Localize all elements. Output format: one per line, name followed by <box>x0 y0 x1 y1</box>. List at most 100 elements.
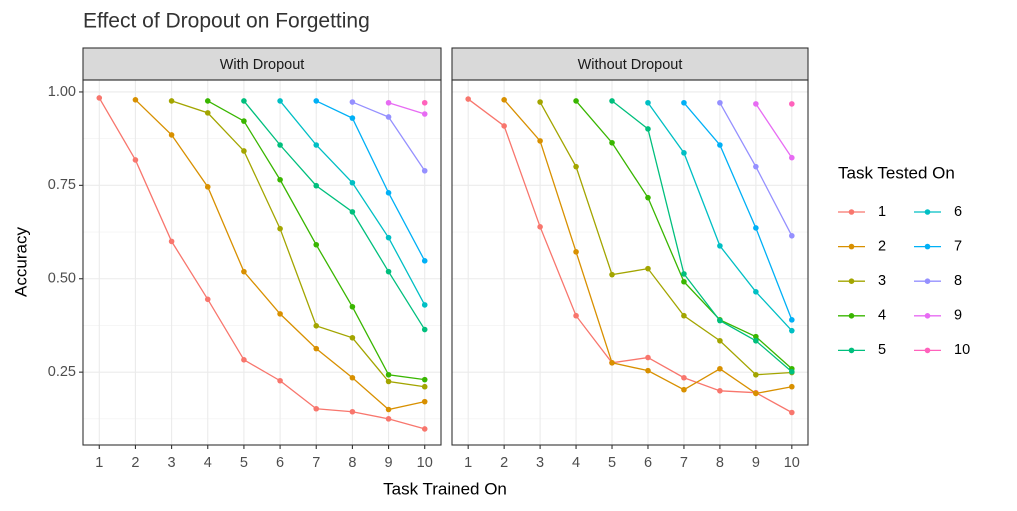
x-tick-label: 10 <box>417 455 433 471</box>
point <box>789 383 795 390</box>
point <box>385 234 392 241</box>
point <box>349 99 356 105</box>
point <box>789 317 795 323</box>
point <box>421 398 428 405</box>
point <box>645 265 651 272</box>
panel-background <box>452 80 808 445</box>
legend-key-point <box>924 209 931 215</box>
point <box>385 406 392 413</box>
point <box>277 225 283 232</box>
point <box>645 354 651 361</box>
point <box>789 368 795 375</box>
chart-title: Effect of Dropout on Forgetting <box>83 10 370 33</box>
x-tick-label: 1 <box>464 455 472 471</box>
point <box>349 209 356 215</box>
point <box>789 154 795 161</box>
point <box>385 99 392 106</box>
point <box>421 383 428 390</box>
x-tick-label: 5 <box>240 455 248 471</box>
point <box>753 371 759 378</box>
point <box>385 190 392 196</box>
x-tick-label: 10 <box>784 455 800 471</box>
x-tick-label: 4 <box>204 455 212 471</box>
x-tick-label: 9 <box>385 455 393 471</box>
facet-title: With Dropout <box>220 57 305 73</box>
point <box>789 232 795 239</box>
point <box>681 150 687 156</box>
point <box>753 101 759 107</box>
legend-key-point <box>924 313 931 319</box>
point <box>313 182 320 189</box>
legend-key-point <box>848 347 855 354</box>
point <box>681 99 687 106</box>
y-tick-label: 0.50 <box>48 271 76 287</box>
series-line <box>755 103 793 159</box>
panel-border <box>451 79 809 446</box>
legend-label: 5 <box>878 342 886 358</box>
point <box>465 96 471 102</box>
point <box>717 388 723 394</box>
legend-label: 4 <box>878 308 886 324</box>
point <box>681 312 687 319</box>
point <box>753 390 759 397</box>
x-tick-label: 8 <box>716 455 724 471</box>
x-tick-label: 2 <box>500 455 508 471</box>
x-tick-label: 8 <box>348 455 356 471</box>
x-tick-label: 3 <box>536 455 544 471</box>
legend-key-point <box>924 243 931 250</box>
point <box>537 224 543 230</box>
x-tick-label: 7 <box>312 455 320 471</box>
point <box>681 374 687 381</box>
x-tick-label: 9 <box>752 455 760 471</box>
facet-strip <box>451 47 809 81</box>
point <box>789 409 795 416</box>
series-line <box>388 102 425 115</box>
point <box>573 249 579 255</box>
point <box>717 337 723 344</box>
legend-title: Task Tested On <box>838 163 955 182</box>
point <box>277 142 283 148</box>
point <box>573 98 579 104</box>
point <box>349 374 356 381</box>
point <box>681 278 687 285</box>
legend-label: 2 <box>878 238 886 254</box>
point <box>168 98 175 104</box>
y-axis-label: Accuracy <box>11 227 30 297</box>
point <box>241 118 247 124</box>
legend-label: 6 <box>954 204 962 220</box>
point <box>753 225 759 231</box>
series-line <box>467 98 793 414</box>
point <box>609 271 615 278</box>
point <box>501 97 507 103</box>
series-line <box>539 101 792 376</box>
panel-border <box>82 79 442 446</box>
point <box>349 408 356 415</box>
point <box>241 268 247 275</box>
point <box>385 378 392 385</box>
point <box>573 312 579 319</box>
x-tick-label: 1 <box>95 455 103 471</box>
point <box>645 367 651 374</box>
point <box>717 243 723 249</box>
point <box>421 167 428 174</box>
x-axis-label: Task Trained On <box>383 479 507 498</box>
legend-key-point <box>924 347 931 354</box>
panel-background <box>83 80 441 445</box>
point <box>753 289 759 295</box>
legend-key-point <box>848 209 855 215</box>
point <box>537 99 543 105</box>
facet-title: Without Dropout <box>578 57 683 73</box>
legend-label: 1 <box>878 204 886 220</box>
legend-key-point <box>848 243 855 250</box>
point <box>349 334 356 341</box>
series-line <box>243 100 426 330</box>
x-tick-label: 6 <box>276 455 284 471</box>
legend-label: 9 <box>954 308 962 324</box>
point <box>609 360 615 366</box>
legend-key-point <box>848 313 855 319</box>
point <box>168 238 175 245</box>
legend-key-point <box>924 278 931 285</box>
facet-strip <box>82 47 442 81</box>
x-tick-label: 2 <box>131 455 139 471</box>
